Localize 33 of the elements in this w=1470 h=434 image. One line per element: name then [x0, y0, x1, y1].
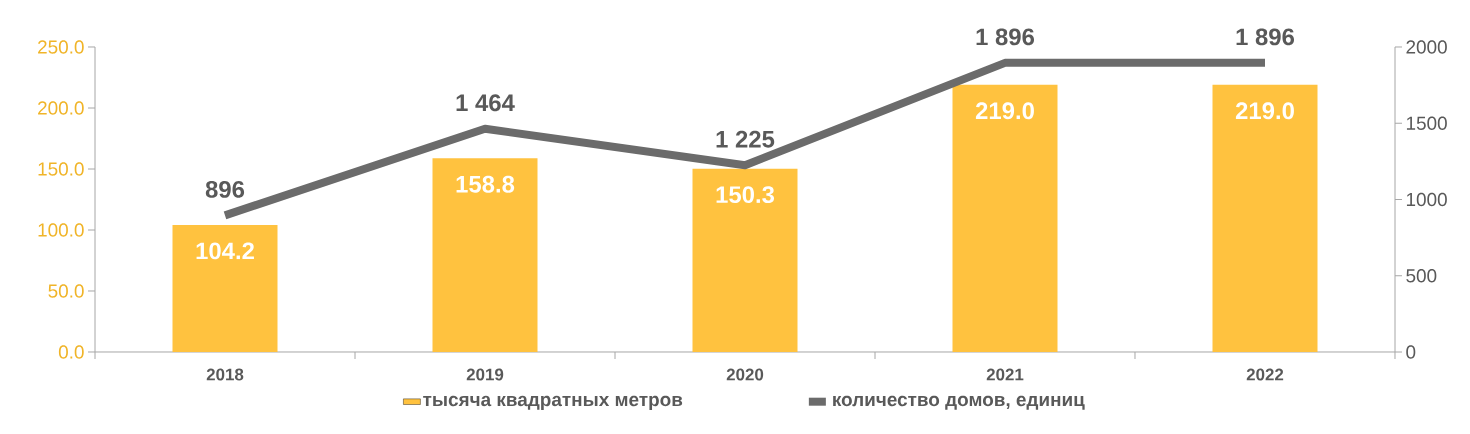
data-label: 150.3	[716, 186, 775, 204]
y-tick-label: 250.0	[38, 40, 84, 54]
y-tick-label: 100.0	[38, 223, 84, 237]
y-tick-label: 200.0	[38, 101, 84, 115]
data-label: 1 896	[976, 28, 1035, 46]
data-label: 219.0	[975, 102, 1034, 120]
y-tick-label: 50.0	[48, 284, 84, 298]
y2-tick-label: 1000	[1406, 192, 1447, 207]
bar	[1212, 84, 1318, 352]
x-tick-label: 2019	[466, 368, 504, 381]
data-label: 219.0	[1235, 102, 1294, 120]
x-tick-label: 2022	[1246, 368, 1284, 381]
bar	[432, 158, 538, 352]
data-label: 1 464	[456, 94, 515, 112]
y2-tick-label: 2000	[1406, 40, 1447, 54]
data-label: 1 225	[716, 130, 775, 148]
legend-label: тысяча квадратных метров	[423, 395, 683, 410]
y2-tick-label: 500	[1406, 269, 1437, 283]
data-label: 104.2	[196, 242, 254, 260]
y2-tick-label: 0	[1406, 345, 1416, 359]
legend-label: количество домов, единиц	[833, 395, 1085, 410]
x-tick-label: 2018	[206, 368, 244, 381]
data-label: 1 896	[1236, 28, 1295, 46]
x-tick-label: 2020	[726, 368, 764, 381]
bar	[952, 84, 1058, 352]
y-tick-label: 150.0	[38, 162, 84, 176]
x-tick-label: 2021	[986, 368, 1024, 381]
bar	[172, 224, 278, 352]
data-label: 896	[205, 180, 245, 198]
y-tick-label: 0.0	[58, 345, 84, 359]
data-label: 158.8	[456, 175, 515, 193]
bar	[692, 168, 798, 352]
y2-tick-label: 1500	[1406, 116, 1447, 130]
